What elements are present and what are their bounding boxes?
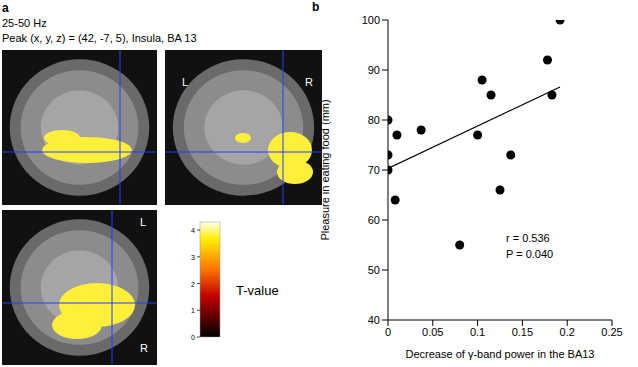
- svg-text:70: 70: [368, 164, 380, 176]
- svg-text:0.1: 0.1: [470, 326, 485, 338]
- svg-text:80: 80: [368, 114, 380, 126]
- svg-text:L: L: [140, 216, 146, 228]
- svg-text:25-50 Hz: 25-50 Hz: [2, 17, 47, 29]
- svg-text:4: 4: [191, 227, 195, 234]
- svg-text:40: 40: [368, 314, 380, 326]
- svg-text:3: 3: [191, 254, 195, 261]
- svg-text:90: 90: [368, 64, 380, 76]
- svg-text:R: R: [305, 76, 313, 88]
- svg-text:60: 60: [368, 214, 380, 226]
- svg-text:0: 0: [191, 334, 195, 341]
- html-text:r = 0.536: r = 0.536: [506, 232, 550, 244]
- svg-text:a: a: [2, 1, 9, 15]
- svg-text:Peak (x, y, z) = (42, -7, 5),: Peak (x, y, z) = (42, -7, 5), Insula, BA…: [2, 32, 197, 44]
- html-text:b: b: [312, 0, 320, 14]
- svg-text:0.05: 0.05: [422, 326, 443, 338]
- html-text:P = 0.040: P = 0.040: [506, 248, 554, 260]
- svg-text:L: L: [182, 76, 188, 88]
- svg-text:0.2: 0.2: [560, 326, 575, 338]
- svg-text:0.25: 0.25: [601, 326, 622, 338]
- svg-text:100: 100: [362, 14, 380, 26]
- svg-text:1: 1: [191, 307, 195, 314]
- svg-text:Pleasure in eating food (mm): Pleasure in eating food (mm): [319, 99, 331, 240]
- svg-text:0: 0: [385, 326, 391, 338]
- svg-text:0.15: 0.15: [512, 326, 533, 338]
- svg-text:2: 2: [191, 281, 195, 288]
- svg-text:50: 50: [368, 264, 380, 276]
- svg-text:Decrease of γ-band power in th: Decrease of γ-band power in the BA13: [406, 348, 595, 360]
- svg-text:R: R: [140, 342, 148, 354]
- svg-text:T-value: T-value: [236, 283, 279, 298]
